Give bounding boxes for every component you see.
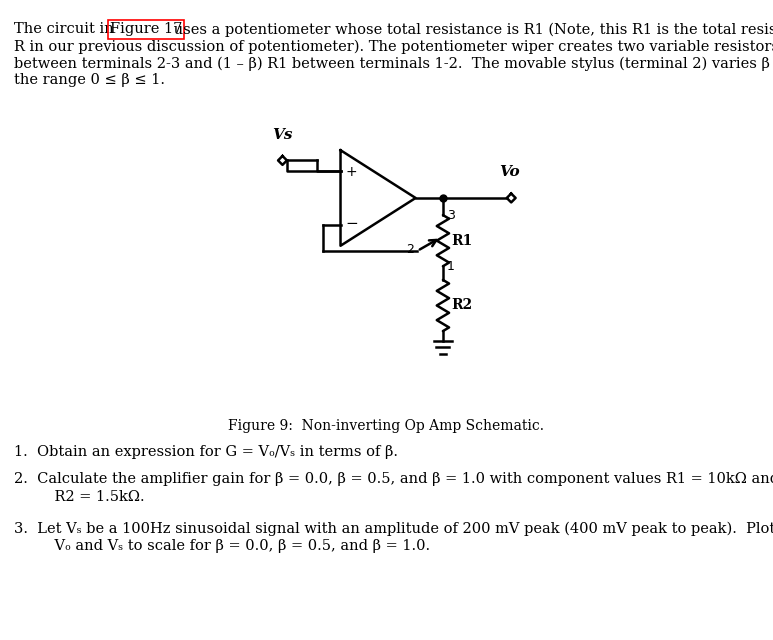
Text: between terminals 2-3 and (1 – β) R1 between terminals 1-2.  The movable stylus : between terminals 2-3 and (1 – β) R1 bet… <box>14 56 773 70</box>
Text: R2: R2 <box>451 298 472 312</box>
Text: Figure 9:  Non-inverting Op Amp Schematic.: Figure 9: Non-inverting Op Amp Schematic… <box>229 419 544 433</box>
Text: 1.  Obtain an expression for G = Vₒ/Vₛ in terms of β.: 1. Obtain an expression for G = Vₒ/Vₛ in… <box>14 445 398 459</box>
Text: R1: R1 <box>451 234 473 248</box>
Text: Figure 17: Figure 17 <box>110 22 182 36</box>
Text: Vₒ and Vₛ to scale for β = 0.0, β = 0.5, and β = 1.0.: Vₒ and Vₛ to scale for β = 0.0, β = 0.5,… <box>36 539 430 553</box>
Text: 3: 3 <box>447 209 455 221</box>
Text: Vo: Vo <box>499 165 519 179</box>
Text: the range 0 ≤ β ≤ 1.: the range 0 ≤ β ≤ 1. <box>14 73 165 87</box>
Text: Vs: Vs <box>272 127 293 141</box>
Text: 2: 2 <box>406 243 414 255</box>
Text: R2 = 1.5kΩ.: R2 = 1.5kΩ. <box>36 490 145 504</box>
Text: 1: 1 <box>447 260 455 273</box>
Text: R in our previous discussion of potentiometer). The potentiometer wiper creates : R in our previous discussion of potentio… <box>14 40 773 54</box>
Text: −: − <box>346 216 359 231</box>
Text: 2.  Calculate the amplifier gain for β = 0.0, β = 0.5, and β = 1.0 with componen: 2. Calculate the amplifier gain for β = … <box>14 472 773 486</box>
Text: The circuit in: The circuit in <box>14 22 118 36</box>
Text: uses a potentiometer whose total resistance is R1 (Note, this R1 is the total re: uses a potentiometer whose total resista… <box>169 22 773 36</box>
Text: 3.  Let Vₛ be a 100Hz sinusoidal signal with an amplitude of 200 mV peak (400 mV: 3. Let Vₛ be a 100Hz sinusoidal signal w… <box>14 522 773 536</box>
Text: +: + <box>346 165 357 179</box>
